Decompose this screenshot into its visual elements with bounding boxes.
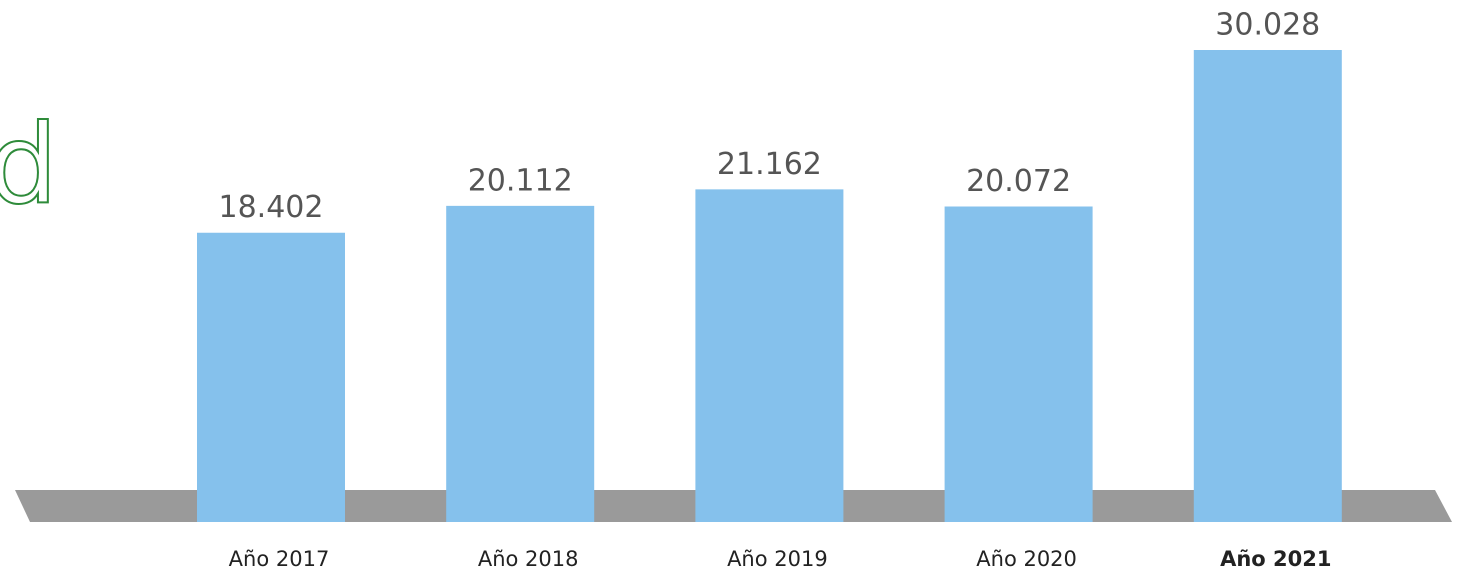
x-tick-label: Año 2018	[478, 547, 579, 571]
value-label: 21.162	[717, 147, 822, 182]
x-tick-label: Año 2020	[976, 547, 1077, 571]
x-tick-label: Año 2019	[727, 547, 828, 571]
bar	[1193, 50, 1342, 522]
bar	[197, 232, 345, 522]
bar	[695, 189, 844, 522]
value-label: 30.028	[1215, 8, 1320, 43]
value-label: 18.402	[219, 190, 324, 225]
value-label: 20.072	[966, 164, 1071, 199]
bar	[446, 205, 595, 522]
x-tick-label: Año 2021	[1220, 547, 1331, 571]
x-tick-label: Año 2017	[229, 547, 330, 571]
value-label: 20.112	[468, 163, 573, 198]
side-text: d	[0, 100, 58, 228]
bar	[944, 206, 1093, 523]
